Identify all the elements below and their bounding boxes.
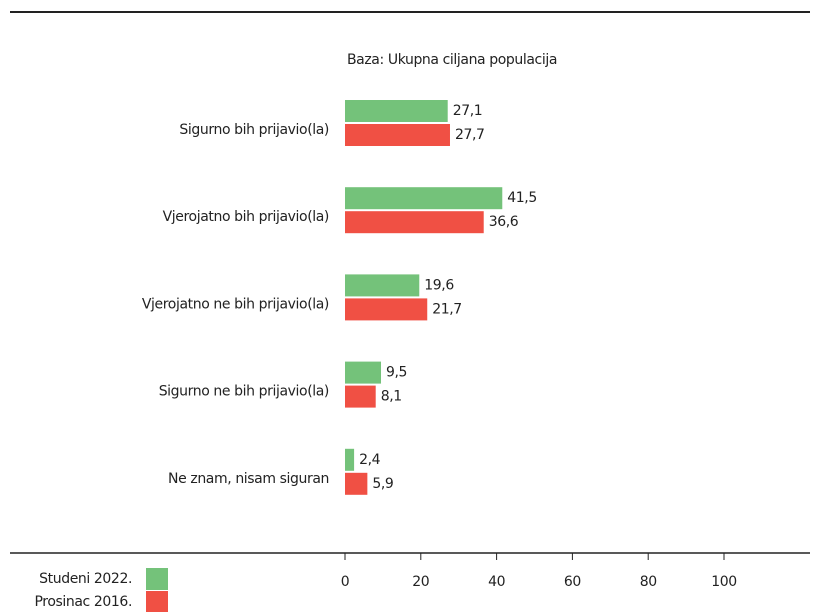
value-label: 27,7 bbox=[455, 127, 485, 143]
category-label: Vjerojatno ne bih prijavio(la) bbox=[142, 296, 329, 312]
value-label: 27,1 bbox=[453, 103, 483, 119]
legend-label: Prosinac 2016. bbox=[35, 594, 132, 610]
bar bbox=[345, 385, 376, 408]
x-tick-label: 100 bbox=[711, 574, 737, 590]
bar bbox=[345, 124, 450, 146]
bar bbox=[345, 298, 428, 321]
legend-swatch bbox=[146, 591, 168, 612]
bar bbox=[345, 274, 420, 297]
category-label: Vjerojatno bih prijavio(la) bbox=[163, 209, 329, 225]
bar bbox=[345, 448, 355, 471]
value-label: 5,9 bbox=[372, 476, 393, 492]
bar bbox=[345, 100, 448, 122]
value-label: 8,1 bbox=[381, 389, 402, 405]
value-label: 19,6 bbox=[424, 277, 454, 293]
legend-label: Studeni 2022. bbox=[39, 571, 132, 587]
category-label: Ne znam, nisam siguran bbox=[168, 471, 329, 487]
category-label: Sigurno ne bih prijavio(la) bbox=[159, 384, 329, 400]
value-label: 9,5 bbox=[386, 365, 407, 381]
x-tick-label: 0 bbox=[341, 574, 350, 590]
value-label: 41,5 bbox=[507, 190, 537, 206]
value-label: 21,7 bbox=[432, 301, 462, 317]
x-tick-label: 80 bbox=[640, 574, 657, 590]
x-tick-label: 20 bbox=[412, 574, 429, 590]
legend-swatch bbox=[146, 568, 168, 590]
subtitle: Baza: Ukupna ciljana populacija bbox=[347, 52, 557, 68]
category-label: Sigurno bih prijavio(la) bbox=[179, 122, 329, 138]
bar bbox=[345, 361, 382, 384]
bar bbox=[345, 187, 503, 210]
value-label: 36,6 bbox=[489, 214, 519, 230]
x-tick-label: 60 bbox=[564, 574, 581, 590]
value-label: 2,4 bbox=[359, 452, 381, 468]
bar bbox=[345, 211, 484, 234]
bar bbox=[345, 472, 368, 495]
x-tick-label: 40 bbox=[488, 574, 505, 590]
